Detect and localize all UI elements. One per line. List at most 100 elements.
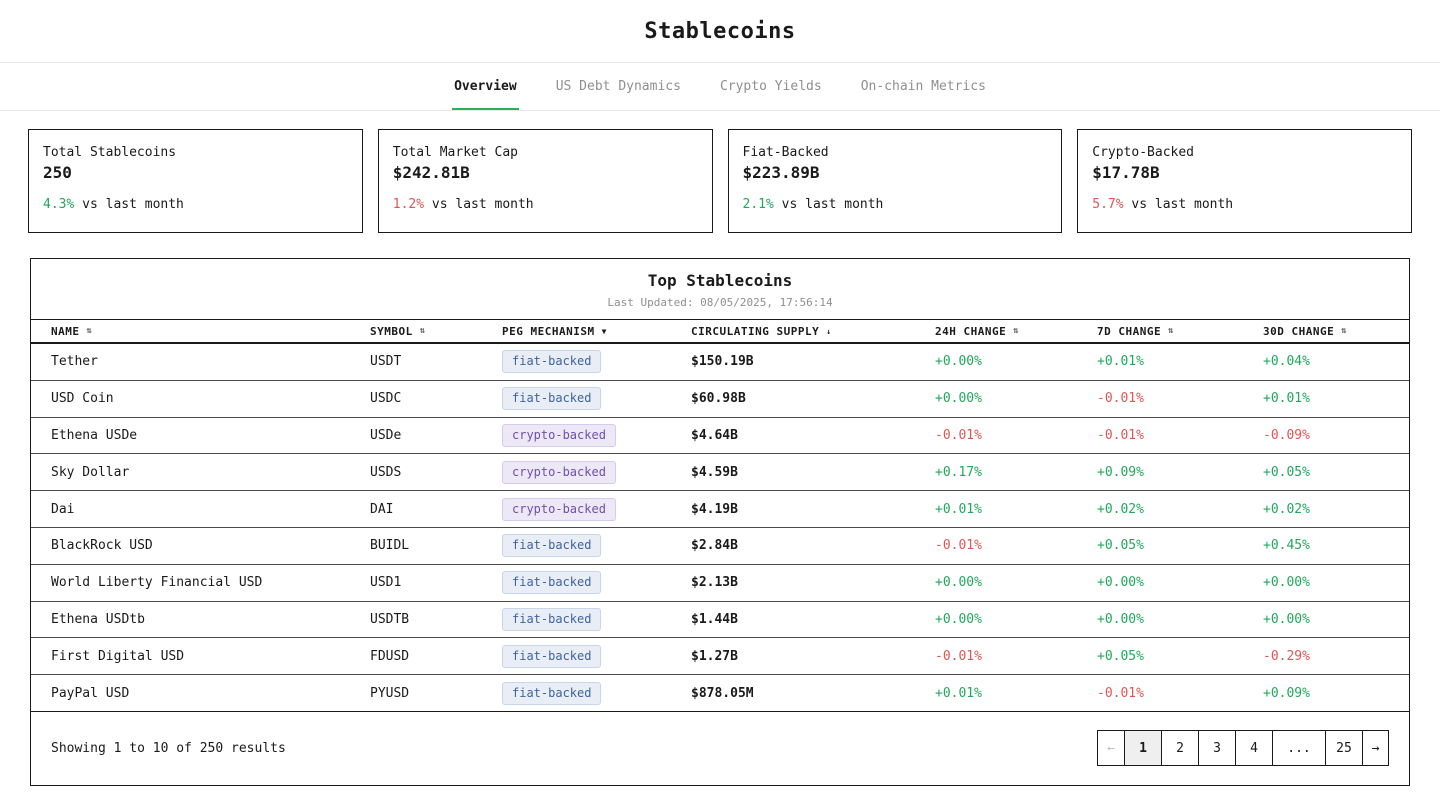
cell-24h-change: +0.01% xyxy=(935,686,1097,701)
cell-circulating-supply: $150.19B xyxy=(691,354,935,369)
tab-on-chain-metrics[interactable]: On-chain Metrics xyxy=(859,63,988,110)
cell-24h-change: +0.00% xyxy=(935,354,1097,369)
page-4-button[interactable]: 4 xyxy=(1235,731,1272,765)
cell-7d-change: -0.01% xyxy=(1097,391,1263,406)
column-header-name[interactable]: NAME ⇅ xyxy=(51,325,370,338)
table-title: Top Stablecoins xyxy=(31,259,1409,290)
cell-24h-change: +0.00% xyxy=(935,612,1097,627)
stat-value: $17.78B xyxy=(1092,163,1397,182)
column-header-30d-change[interactable]: 30D CHANGE⇅ xyxy=(1263,325,1389,338)
cell-peg-mechanism: fiat-backed xyxy=(502,534,691,557)
cell-peg-mechanism: fiat-backed xyxy=(502,608,691,631)
sort-down-arrow-icon: ↓ xyxy=(826,327,831,336)
cell-7d-change: +0.05% xyxy=(1097,649,1263,664)
cell-30d-change: +0.09% xyxy=(1263,686,1389,701)
column-label: SYMBOL xyxy=(370,325,413,338)
cell-7d-change: +0.02% xyxy=(1097,502,1263,517)
cell-symbol: USDS xyxy=(370,465,502,480)
sort-updown-icon: ⇅ xyxy=(1341,326,1347,336)
table-row[interactable]: First Digital USDFDUSDfiat-backed$1.27B-… xyxy=(31,638,1409,675)
cell-30d-change: +0.04% xyxy=(1263,354,1389,369)
page-25-button[interactable]: 25 xyxy=(1325,731,1362,765)
cell-circulating-supply: $2.84B xyxy=(691,538,935,553)
next-page-button[interactable]: → xyxy=(1362,731,1388,765)
cell-name: PayPal USD xyxy=(51,686,370,701)
cell-30d-change: +0.00% xyxy=(1263,575,1389,590)
cell-name: Ethena USDtb xyxy=(51,612,370,627)
tab-bar: Overview US Debt Dynamics Crypto Yields On-… xyxy=(0,63,1440,111)
cell-30d-change: -0.29% xyxy=(1263,649,1389,664)
page-2-button[interactable]: 2 xyxy=(1161,731,1198,765)
tab-overview[interactable]: Overview xyxy=(452,63,519,110)
cell-30d-change: +0.02% xyxy=(1263,502,1389,517)
cell-circulating-supply: $1.27B xyxy=(691,649,935,664)
cell-7d-change: +0.05% xyxy=(1097,538,1263,553)
cell-name: Ethena USDe xyxy=(51,428,370,443)
peg-badge: fiat-backed xyxy=(502,645,601,668)
cell-30d-change: -0.09% xyxy=(1263,428,1389,443)
table-row[interactable]: Ethena USDeUSDecrypto-backed$4.64B-0.01%… xyxy=(31,418,1409,455)
prev-page-button: ← xyxy=(1098,731,1124,765)
cell-name: Tether xyxy=(51,354,370,369)
cell-7d-change: +0.09% xyxy=(1097,465,1263,480)
stat-change-percent: 5.7% xyxy=(1092,197,1123,212)
cell-30d-change: +0.45% xyxy=(1263,538,1389,553)
stats-row: Total Stablecoins2504.3% vs last monthTo… xyxy=(28,129,1412,233)
peg-badge: fiat-backed xyxy=(502,608,601,631)
cell-30d-change: +0.05% xyxy=(1263,465,1389,480)
tab-us-debt-dynamics[interactable]: US Debt Dynamics xyxy=(554,63,683,110)
cell-circulating-supply: $4.19B xyxy=(691,502,935,517)
cell-circulating-supply: $4.59B xyxy=(691,465,935,480)
tab-crypto-yields[interactable]: Crypto Yields xyxy=(718,63,824,110)
stat-change: 1.2% vs last month xyxy=(393,197,698,212)
sort-updown-icon: ⇅ xyxy=(420,326,426,336)
page-1-button[interactable]: 1 xyxy=(1124,731,1161,765)
cell-30d-change: +0.00% xyxy=(1263,612,1389,627)
stablecoins-table-card: Top Stablecoins Last Updated: 08/05/2025… xyxy=(30,258,1410,786)
column-header-peg-mechanism[interactable]: PEG MECHANISM▼ xyxy=(502,325,691,338)
column-label: CIRCULATING SUPPLY xyxy=(691,325,819,338)
cell-symbol: USDe xyxy=(370,428,502,443)
column-header-7d-change[interactable]: 7D CHANGE⇅ xyxy=(1097,325,1263,338)
cell-name: BlackRock USD xyxy=(51,538,370,553)
cell-name: World Liberty Financial USD xyxy=(51,575,370,590)
table-row[interactable]: BlackRock USDBUIDLfiat-backed$2.84B-0.01… xyxy=(31,528,1409,565)
stat-change: 5.7% vs last month xyxy=(1092,197,1397,212)
stat-label: Total Stablecoins xyxy=(43,145,348,160)
cell-name: First Digital USD xyxy=(51,649,370,664)
cell-symbol: USDTB xyxy=(370,612,502,627)
cell-7d-change: +0.01% xyxy=(1097,354,1263,369)
ellipsis-button[interactable]: ... xyxy=(1272,731,1325,765)
stat-change: 4.3% vs last month xyxy=(43,197,348,212)
cell-24h-change: -0.01% xyxy=(935,649,1097,664)
table-row[interactable]: TetherUSDTfiat-backed$150.19B+0.00%+0.01… xyxy=(31,344,1409,381)
stat-change-suffix: vs last month xyxy=(74,197,184,212)
table-row[interactable]: DaiDAIcrypto-backed$4.19B+0.01%+0.02%+0.… xyxy=(31,491,1409,528)
table-row[interactable]: Ethena USDtbUSDTBfiat-backed$1.44B+0.00%… xyxy=(31,602,1409,639)
column-label: NAME xyxy=(51,325,80,338)
table-row[interactable]: USD CoinUSDCfiat-backed$60.98B+0.00%-0.0… xyxy=(31,381,1409,418)
page-3-button[interactable]: 3 xyxy=(1198,731,1235,765)
peg-badge: fiat-backed xyxy=(502,682,601,705)
column-header-24h-change[interactable]: 24H CHANGE⇅ xyxy=(935,325,1097,338)
page-header: Stablecoins xyxy=(0,0,1440,63)
table-row[interactable]: Sky DollarUSDScrypto-backed$4.59B+0.17%+… xyxy=(31,454,1409,491)
column-header-circulating-supply[interactable]: CIRCULATING SUPPLY ↓ xyxy=(691,325,935,338)
stat-change-percent: 2.1% xyxy=(743,197,774,212)
column-header-symbol[interactable]: SYMBOL ⇅ xyxy=(370,325,502,338)
stat-change: 2.1% vs last month xyxy=(743,197,1048,212)
cell-peg-mechanism: fiat-backed xyxy=(502,350,691,373)
cell-30d-change: +0.01% xyxy=(1263,391,1389,406)
peg-badge: fiat-backed xyxy=(502,387,601,410)
table-body: TetherUSDTfiat-backed$150.19B+0.00%+0.01… xyxy=(31,344,1409,712)
sort-desc-triangle-icon: ▼ xyxy=(602,327,607,336)
cell-symbol: USD1 xyxy=(370,575,502,590)
sort-updown-icon: ⇅ xyxy=(87,326,93,336)
cell-24h-change: -0.01% xyxy=(935,538,1097,553)
table-row[interactable]: PayPal USDPYUSDfiat-backed$878.05M+0.01%… xyxy=(31,675,1409,712)
table-row[interactable]: World Liberty Financial USDUSD1fiat-back… xyxy=(31,565,1409,602)
cell-24h-change: +0.00% xyxy=(935,391,1097,406)
peg-badge: crypto-backed xyxy=(502,461,616,484)
cell-7d-change: -0.01% xyxy=(1097,686,1263,701)
cell-peg-mechanism: crypto-backed xyxy=(502,424,691,447)
